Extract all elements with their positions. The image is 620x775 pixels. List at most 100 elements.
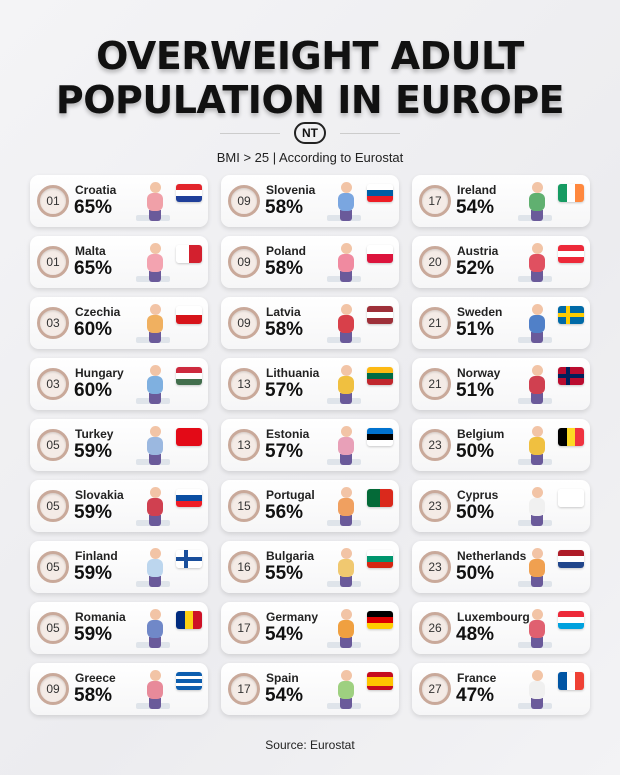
overweight-percentage: 65% <box>74 197 113 218</box>
country-card: 05 Finland 59% <box>30 541 208 593</box>
person-on-scale-icon <box>327 364 367 406</box>
country-card: 13 Estonia 57% <box>221 419 399 471</box>
person-on-scale-icon <box>518 547 558 589</box>
country-card: 17 Ireland 54% <box>412 175 590 227</box>
divider <box>220 132 280 134</box>
flag-icon <box>176 306 202 324</box>
rank-badge: 03 <box>37 368 69 400</box>
country-card: 27 France 47% <box>412 663 590 715</box>
country-card: 17 Germany 54% <box>221 602 399 654</box>
person-on-scale-icon <box>518 608 558 650</box>
country-name: Finland <box>75 549 118 563</box>
person-on-scale-icon <box>327 547 367 589</box>
person-on-scale-icon <box>327 303 367 345</box>
rank-badge: 21 <box>419 368 451 400</box>
country-card: 03 Czechia 60% <box>30 297 208 349</box>
logo-row: NT <box>0 122 620 144</box>
flag-icon <box>558 245 584 263</box>
rank-badge: 05 <box>37 612 69 644</box>
flag-icon <box>367 306 393 324</box>
person-on-scale-icon <box>518 486 558 528</box>
country-name: Ireland <box>457 183 497 197</box>
flag-icon <box>176 428 202 446</box>
country-name: Norway <box>457 366 501 380</box>
country-card: 21 Norway 51% <box>412 358 590 410</box>
overweight-percentage: 58% <box>74 685 113 706</box>
rank-badge: 17 <box>419 185 451 217</box>
person-on-scale-icon <box>136 608 176 650</box>
person-on-scale-icon <box>518 181 558 223</box>
flag-icon <box>367 428 393 446</box>
rank-badge: 13 <box>228 368 260 400</box>
person-on-scale-icon <box>136 669 176 711</box>
overweight-percentage: 50% <box>456 563 495 584</box>
flag-icon <box>558 611 584 629</box>
person-on-scale-icon <box>327 669 367 711</box>
overweight-percentage: 60% <box>74 319 113 340</box>
country-card: 13 Lithuania 57% <box>221 358 399 410</box>
person-on-scale-icon <box>518 669 558 711</box>
divider <box>340 132 400 134</box>
rank-badge: 23 <box>419 551 451 583</box>
overweight-percentage: 58% <box>265 319 304 340</box>
person-on-scale-icon <box>136 547 176 589</box>
country-name: Hungary <box>75 366 124 380</box>
country-name: Sweden <box>457 305 503 319</box>
title-line-2: POPULATION IN EUROPE <box>55 78 565 122</box>
rank-badge: 01 <box>37 246 69 278</box>
rank-badge: 26 <box>419 612 451 644</box>
country-name: Estonia <box>266 427 310 441</box>
overweight-percentage: 52% <box>456 258 495 279</box>
country-name: Slovakia <box>75 488 124 502</box>
flag-icon <box>176 550 202 568</box>
overweight-percentage: 48% <box>456 624 495 645</box>
country-name: Slovenia <box>266 183 316 197</box>
flag-icon <box>367 672 393 690</box>
flag-icon <box>558 367 584 385</box>
rank-badge: 17 <box>228 612 260 644</box>
country-name: Lithuania <box>266 366 320 380</box>
rank-badge: 21 <box>419 307 451 339</box>
overweight-percentage: 47% <box>456 685 495 706</box>
rank-badge: 05 <box>37 429 69 461</box>
rank-badge: 01 <box>37 185 69 217</box>
flag-icon <box>367 489 393 507</box>
flag-icon <box>176 184 202 202</box>
person-on-scale-icon <box>518 364 558 406</box>
person-on-scale-icon <box>518 242 558 284</box>
country-name: Luxembourg <box>457 610 530 624</box>
country-name: France <box>457 671 497 685</box>
overweight-percentage: 59% <box>74 563 113 584</box>
country-card: 17 Spain 54% <box>221 663 399 715</box>
rank-badge: 20 <box>419 246 451 278</box>
country-name: Germany <box>266 610 319 624</box>
country-name: Netherlands <box>457 549 527 563</box>
flag-icon <box>558 306 584 324</box>
person-on-scale-icon <box>136 425 176 467</box>
page-title: OVERWEIGHT ADULT POPULATION IN EUROPE <box>0 34 620 122</box>
person-on-scale-icon <box>327 608 367 650</box>
country-name: Cyprus <box>457 488 499 502</box>
country-card: 09 Latvia 58% <box>221 297 399 349</box>
country-card: 21 Sweden 51% <box>412 297 590 349</box>
person-on-scale-icon <box>136 486 176 528</box>
flag-icon <box>367 245 393 263</box>
country-card: 05 Romania 59% <box>30 602 208 654</box>
country-card: 23 Cyprus 50% <box>412 480 590 532</box>
overweight-percentage: 55% <box>265 563 304 584</box>
rank-badge: 09 <box>37 673 69 705</box>
country-name: Bulgaria <box>266 549 315 563</box>
subtitle: BMI > 25 | According to Eurostat <box>216 150 404 165</box>
person-on-scale-icon <box>136 364 176 406</box>
flag-icon <box>558 184 584 202</box>
rank-badge: 23 <box>419 490 451 522</box>
country-card: 16 Bulgaria 55% <box>221 541 399 593</box>
flag-icon <box>558 489 584 507</box>
overweight-percentage: 54% <box>456 197 495 218</box>
rank-badge: 05 <box>37 490 69 522</box>
flag-icon <box>558 428 584 446</box>
person-on-scale-icon <box>136 303 176 345</box>
country-card: 01 Malta 65% <box>30 236 208 288</box>
rank-badge: 13 <box>228 429 260 461</box>
flag-icon <box>176 611 202 629</box>
